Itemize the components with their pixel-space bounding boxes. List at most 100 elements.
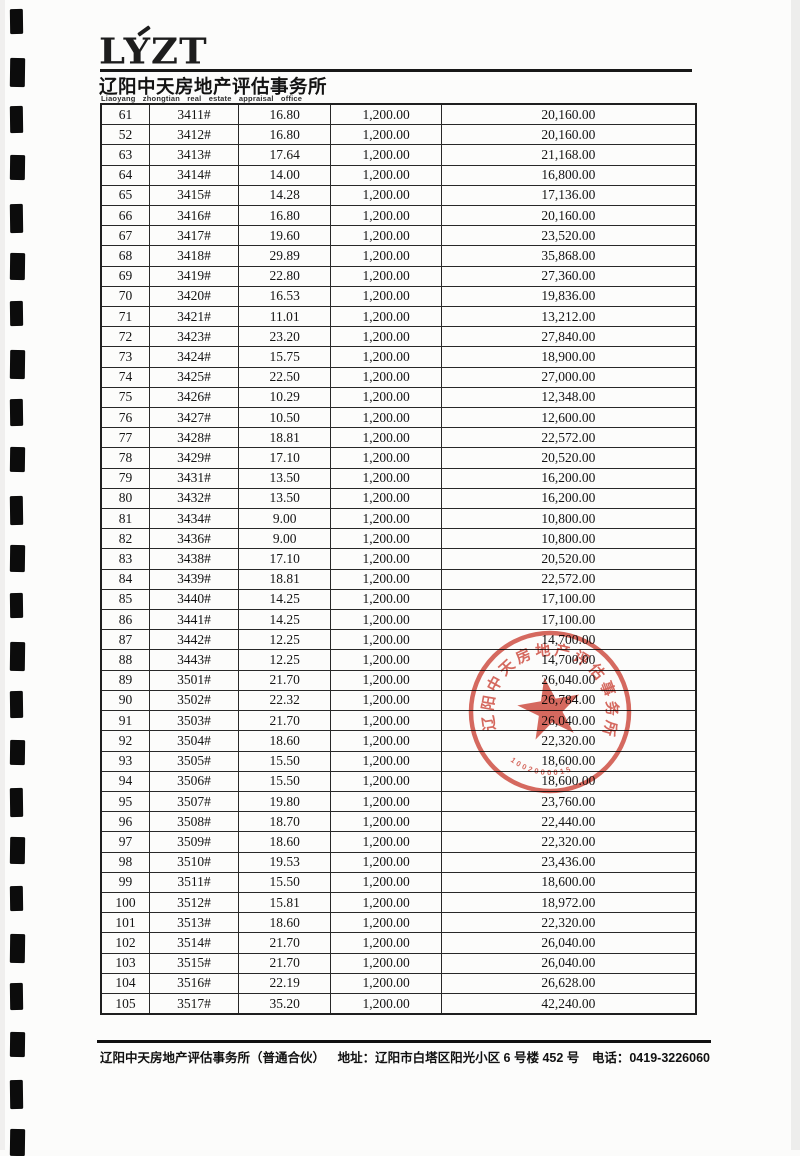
cell-unit_price: 1,200.00	[331, 286, 442, 307]
table-row: 75 3426# 10.29 1,200.00 12,348.00	[102, 387, 695, 409]
table-row: 86 3441# 14.25 1,200.00 17,100.00	[102, 610, 695, 631]
cell-unit_price: 1,200.00	[331, 731, 442, 751]
company-logo: LYZT	[99, 29, 208, 73]
cell-unit_price: 1,200.00	[331, 933, 442, 953]
cell-unit_price: 1,200.00	[331, 307, 442, 327]
cell-area: 18.60	[239, 913, 332, 933]
cell-unit_number: 3517#	[150, 993, 239, 1014]
cell-unit_number: 3502#	[150, 690, 239, 711]
cell-total_price: 17,136.00	[541, 187, 596, 203]
cell-row_number: 72	[102, 327, 151, 347]
binding-hole-mark	[9, 398, 24, 426]
cell-row_number: 73	[102, 347, 151, 367]
cell-area: 15.50	[239, 872, 332, 892]
cell-unit_number: 3436#	[150, 529, 239, 549]
binding-hole-mark	[9, 934, 26, 964]
cell-row_number: 87	[102, 630, 151, 650]
cell-total_price: 20,160.00	[541, 126, 596, 142]
binding-hole-mark	[9, 154, 26, 181]
cell-area: 11.01	[239, 307, 332, 327]
cell-row_number: 102	[102, 933, 151, 953]
cell-row_number: 85	[102, 589, 151, 610]
cell-unit_price: 1,200.00	[331, 468, 442, 488]
cell-total_price: 18,900.00	[541, 349, 596, 365]
binding-hole-mark	[9, 447, 26, 473]
binding-hole-mark	[9, 349, 26, 379]
cell-unit_price: 1,200.00	[331, 185, 442, 206]
table-row: 70 3420# 16.53 1,200.00 19,836.00	[102, 286, 695, 308]
cell-unit_number: 3440#	[150, 589, 239, 610]
cell-area: 14.28	[239, 185, 332, 206]
table-row: 83 3438# 17.10 1,200.00 20,520.00	[102, 549, 695, 570]
cell-unit_number: 3424#	[150, 347, 239, 367]
cell-total_price: 22,320.00	[541, 914, 596, 930]
table-row: 103 3515# 21.70 1,200.00 26,040.00	[102, 953, 695, 974]
footer-rule	[97, 1040, 711, 1043]
binding-hole-mark	[9, 1080, 24, 1110]
cell-unit_number: 3415#	[150, 185, 239, 206]
cell-row_number: 100	[102, 892, 151, 913]
cell-row_number: 64	[102, 165, 151, 185]
cell-unit_number: 3438#	[150, 549, 239, 569]
cell-total_price: 21,168.00	[541, 147, 596, 162]
cell-unit_number: 3510#	[150, 852, 239, 872]
cell-unit_number: 3412#	[150, 125, 239, 145]
cell-total_price: 17,100.00	[541, 591, 596, 607]
table-row: 101 3513# 18.60 1,200.00 22,320.00	[102, 913, 695, 934]
cell-area: 10.29	[239, 387, 332, 408]
cell-area: 29.89	[239, 246, 332, 266]
cell-unit_price: 1,200.00	[331, 488, 442, 509]
cell-area: 16.80	[239, 105, 332, 125]
cell-unit_price: 1,200.00	[331, 771, 442, 791]
table-row: 81 3434# 9.00 1,200.00 10,800.00	[102, 509, 695, 530]
cell-row_number: 101	[102, 913, 151, 933]
table-row: 100 3512# 15.81 1,200.00 18,972.00	[102, 892, 695, 914]
table-row: 71 3421# 11.01 1,200.00 13,212.00	[102, 307, 695, 328]
cell-unit_price: 1,200.00	[331, 387, 442, 408]
cell-total_price: 27,000.00	[541, 369, 596, 385]
cell-unit_number: 3513#	[150, 913, 239, 933]
table-row: 52 3412# 16.80 1,200.00 20,160.00	[102, 125, 695, 146]
cell-row_number: 99	[102, 872, 151, 892]
binding-hole-mark	[9, 788, 24, 818]
cell-area: 18.60	[239, 832, 332, 852]
cell-total_price: 12,348.00	[541, 389, 596, 405]
cell-row_number: 84	[102, 569, 151, 589]
binding-hole-mark	[9, 641, 26, 672]
cell-unit_number: 3442#	[150, 630, 239, 650]
table-row: 95 3507# 19.80 1,200.00 23,760.00	[102, 791, 695, 813]
cell-area: 9.00	[239, 509, 332, 529]
cell-total_price: 27,840.00	[541, 328, 596, 344]
scan-edge-right	[791, 0, 800, 1150]
binding-hole-mark	[9, 57, 26, 87]
cell-area: 17.64	[239, 145, 332, 165]
cell-row_number: 74	[102, 367, 151, 387]
cell-row_number: 79	[102, 468, 151, 488]
cell-row_number: 75	[102, 387, 151, 408]
cell-total_price: 23,760.00	[541, 793, 596, 809]
cell-unit_price: 1,200.00	[331, 832, 442, 852]
cell-row_number: 94	[102, 771, 151, 791]
cell-row_number: 70	[102, 286, 151, 307]
cell-total_price: 10,800.00	[541, 510, 596, 526]
cell-area: 21.70	[239, 670, 332, 690]
cell-total_price: 17,100.00	[541, 611, 596, 627]
cell-row_number: 83	[102, 549, 151, 569]
cell-area: 18.81	[239, 569, 332, 589]
cell-unit_number: 3516#	[150, 973, 239, 993]
cell-total_price: 18,600.00	[541, 874, 596, 890]
cell-row_number: 88	[102, 650, 151, 670]
table-row: 102 3514# 21.70 1,200.00 26,040.00	[102, 933, 695, 954]
cell-unit_price: 1,200.00	[331, 226, 442, 246]
binding-hole-mark	[9, 885, 24, 911]
cell-unit_number: 3418#	[150, 246, 239, 266]
cell-total_price: 20,160.00	[541, 207, 596, 223]
cell-unit_number: 3427#	[150, 408, 239, 428]
binding-hole-mark	[9, 8, 24, 35]
cell-area: 17.10	[239, 549, 332, 569]
cell-unit_price: 1,200.00	[331, 145, 442, 165]
cell-area: 14.00	[239, 165, 332, 185]
cell-unit_price: 1,200.00	[331, 852, 442, 872]
table-row: 79 3431# 13.50 1,200.00 16,200.00	[102, 468, 695, 489]
